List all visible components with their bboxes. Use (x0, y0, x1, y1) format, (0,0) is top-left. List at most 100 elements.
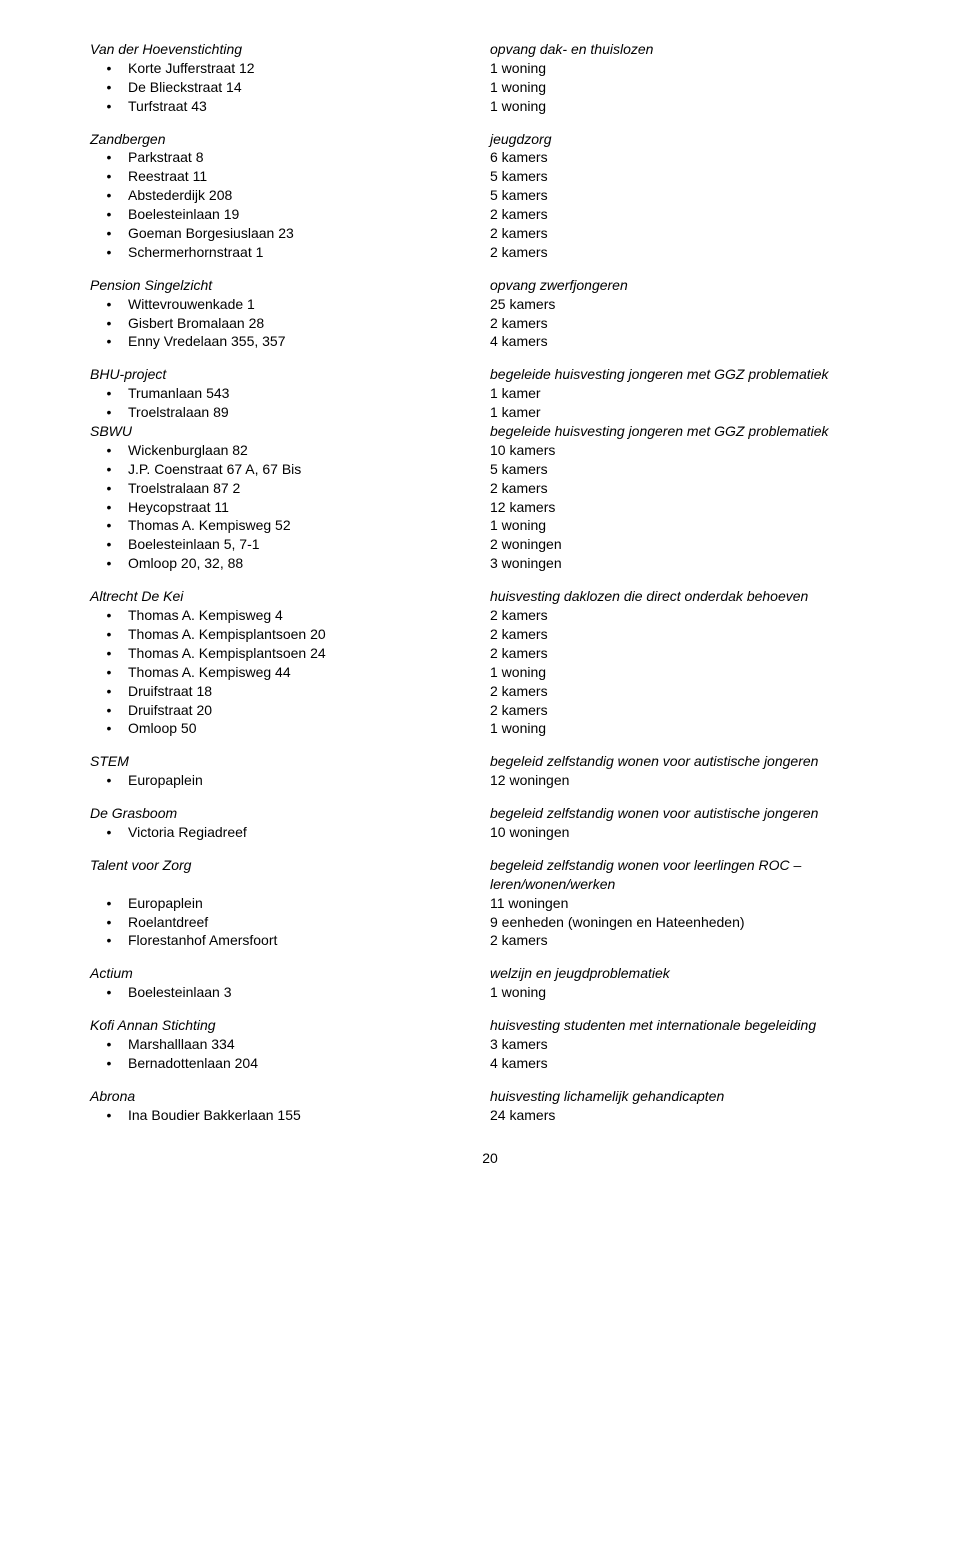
address-label: Omloop 50 (128, 719, 490, 738)
list-item-left: •Enny Vredelaan 355, 357 (90, 332, 490, 351)
list-item: •Troelstralaan 87 22 kamers (90, 479, 890, 498)
list-item: •J.P. Coenstraat 67 A, 67 Bis5 kamers (90, 460, 890, 479)
org-description: begeleide huisvesting jongeren met GGZ p… (490, 422, 890, 441)
address-label: Roelantdreef (128, 913, 490, 932)
list-item: •Enny Vredelaan 355, 3574 kamers (90, 332, 890, 351)
capacity-label: 1 woning (490, 59, 890, 78)
bullet-icon: • (90, 771, 128, 790)
capacity-label: 2 kamers (490, 644, 890, 663)
org-description: begeleid zelfstandig wonen voor leerling… (490, 856, 890, 894)
list-item: •De Blieckstraat 141 woning (90, 78, 890, 97)
bullet-icon: • (90, 983, 128, 1002)
address-label: Ina Boudier Bakkerlaan 155 (128, 1106, 490, 1125)
address-label: Korte Jufferstraat 12 (128, 59, 490, 78)
address-label: Trumanlaan 543 (128, 384, 490, 403)
capacity-label: 1 woning (490, 663, 890, 682)
capacity-label: 25 kamers (490, 295, 890, 314)
capacity-label: 2 kamers (490, 682, 890, 701)
bullet-icon: • (90, 97, 128, 116)
bullet-icon: • (90, 224, 128, 243)
capacity-label: 2 kamers (490, 625, 890, 644)
capacity-label: 11 woningen (490, 894, 890, 913)
list-item: •Abstederdijk 2085 kamers (90, 186, 890, 205)
list-item-left: •Boelesteinlaan 3 (90, 983, 490, 1002)
capacity-label: 12 kamers (490, 498, 890, 517)
section-header-row: Van der Hoevenstichtingopvang dak- en th… (90, 40, 890, 59)
bullet-icon: • (90, 1035, 128, 1054)
org-section: SBWUbegeleide huisvesting jongeren met G… (90, 422, 890, 573)
capacity-label: 9 eenheden (woningen en Hateenheden) (490, 913, 890, 932)
org-name: Zandbergen (90, 130, 490, 149)
list-item: •Boelesteinlaan 5, 7-12 woningen (90, 535, 890, 554)
list-item: •Trumanlaan 5431 kamer (90, 384, 890, 403)
capacity-label: 10 woningen (490, 823, 890, 842)
list-item: •Gisbert Bromalaan 282 kamers (90, 314, 890, 333)
org-section: Altrecht De Keihuisvesting daklozen die … (90, 587, 890, 738)
section-header-row: STEMbegeleid zelfstandig wonen voor auti… (90, 752, 890, 771)
bullet-icon: • (90, 644, 128, 663)
address-label: Heycopstraat 11 (128, 498, 490, 517)
address-label: Thomas A. Kempisplantsoen 24 (128, 644, 490, 663)
capacity-label: 6 kamers (490, 148, 890, 167)
bullet-icon: • (90, 625, 128, 644)
org-description: opvang zwerfjongeren (490, 276, 890, 295)
bullet-icon: • (90, 384, 128, 403)
list-item-left: •Heycopstraat 11 (90, 498, 490, 517)
list-item: •Turfstraat 431 woning (90, 97, 890, 116)
address-label: Reestraat 11 (128, 167, 490, 186)
address-label: Marshalllaan 334 (128, 1035, 490, 1054)
list-item-left: •Ina Boudier Bakkerlaan 155 (90, 1106, 490, 1125)
address-label: Bernadottenlaan 204 (128, 1054, 490, 1073)
section-header-row: Pension Singelzichtopvang zwerfjongeren (90, 276, 890, 295)
list-item-left: •Reestraat 11 (90, 167, 490, 186)
bullet-icon: • (90, 663, 128, 682)
bullet-icon: • (90, 332, 128, 351)
address-label: De Blieckstraat 14 (128, 78, 490, 97)
capacity-label: 2 kamers (490, 205, 890, 224)
list-item: •Wittevrouwenkade 125 kamers (90, 295, 890, 314)
capacity-label: 2 kamers (490, 243, 890, 262)
list-item-left: •Roelantdreef (90, 913, 490, 932)
section-header-row: Altrecht De Keihuisvesting daklozen die … (90, 587, 890, 606)
bullet-icon: • (90, 403, 128, 422)
section-header-row: Actiumwelzijn en jeugdproblematiek (90, 964, 890, 983)
capacity-label: 1 woning (490, 983, 890, 1002)
page-number: 20 (90, 1149, 890, 1168)
list-item: •Schermerhornstraat 12 kamers (90, 243, 890, 262)
address-label: Troelstralaan 89 (128, 403, 490, 422)
list-item: •Bernadottenlaan 2044 kamers (90, 1054, 890, 1073)
org-section: Kofi Annan Stichtinghuisvesting studente… (90, 1016, 890, 1073)
section-header-row: SBWUbegeleide huisvesting jongeren met G… (90, 422, 890, 441)
list-item: •Druifstraat 182 kamers (90, 682, 890, 701)
address-label: Thomas A. Kempisweg 4 (128, 606, 490, 625)
capacity-label: 4 kamers (490, 1054, 890, 1073)
address-label: Druifstraat 18 (128, 682, 490, 701)
capacity-label: 12 woningen (490, 771, 890, 790)
bullet-icon: • (90, 719, 128, 738)
bullet-icon: • (90, 701, 128, 720)
bullet-icon: • (90, 498, 128, 517)
section-header-row: Abronahuisvesting lichamelijk gehandicap… (90, 1087, 890, 1106)
bullet-icon: • (90, 186, 128, 205)
list-item: •Thomas A. Kempisweg 42 kamers (90, 606, 890, 625)
list-item: •Thomas A. Kempisplantsoen 242 kamers (90, 644, 890, 663)
list-item-left: •Goeman Borgesiuslaan 23 (90, 224, 490, 243)
list-item-left: •De Blieckstraat 14 (90, 78, 490, 97)
bullet-icon: • (90, 441, 128, 460)
address-label: Victoria Regiadreef (128, 823, 490, 842)
bullet-icon: • (90, 535, 128, 554)
list-item-left: •Turfstraat 43 (90, 97, 490, 116)
org-section: BHU-projectbegeleide huisvesting jongere… (90, 365, 890, 422)
bullet-icon: • (90, 243, 128, 262)
list-item: •Goeman Borgesiuslaan 232 kamers (90, 224, 890, 243)
list-item-left: •J.P. Coenstraat 67 A, 67 Bis (90, 460, 490, 479)
list-item: •Parkstraat 86 kamers (90, 148, 890, 167)
list-item: •Thomas A. Kempisweg 441 woning (90, 663, 890, 682)
capacity-label: 5 kamers (490, 460, 890, 479)
capacity-label: 3 woningen (490, 554, 890, 573)
org-name: Talent voor Zorg (90, 856, 490, 894)
list-item: •Boelesteinlaan 192 kamers (90, 205, 890, 224)
document-body: Van der Hoevenstichtingopvang dak- en th… (90, 40, 890, 1125)
org-description: welzijn en jeugdproblematiek (490, 964, 890, 983)
list-item-left: •Wickenburglaan 82 (90, 441, 490, 460)
